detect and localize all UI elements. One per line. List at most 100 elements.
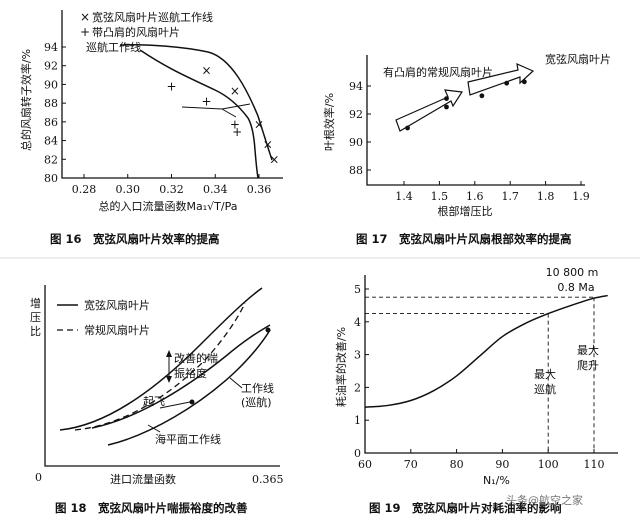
fig19-y-tick-label: 0 <box>354 447 361 460</box>
fig18-working-line-label-1: 工作线 <box>241 381 274 395</box>
fig18-y-axis-label-3: 比 <box>30 325 41 338</box>
fig16-legend-label-shroud: 带凸肩的风扇叶片 <box>92 25 180 39</box>
fig17-y-tick-label: 88 <box>349 164 363 177</box>
fig19-y-tick-label: 3 <box>354 349 361 362</box>
fig19-altitude-label: 10 800 m <box>546 266 599 279</box>
fig19-x-tick-label: 100 <box>538 458 559 471</box>
fig18-sea-level-label: 海平面工作线 <box>155 432 221 446</box>
fig18-y-tick-label: 0 <box>35 471 42 484</box>
fig17-conventional-point <box>405 125 410 131</box>
fig18-sea-level-leader <box>147 424 161 433</box>
fig16-point-x-marker: × <box>254 118 264 132</box>
fig18-x-tick-label: 0.365 <box>252 473 284 486</box>
fig16-y-tick-label: 82 <box>44 153 58 166</box>
fig17-x-axis-label: 根部增压比 <box>438 204 493 218</box>
fig19-x-tick-label: 70 <box>404 458 418 471</box>
fig16-point-plus-marker: + <box>201 94 211 108</box>
fig18-surge-margin-label-1: 改善的喘 <box>174 351 218 365</box>
fig16-legend-label-wide-chord: 宽弦风扇叶片巡航工作线 <box>92 10 213 24</box>
fig17-caption: 图 17 宽弦风扇叶片风扇根部效率的提高 <box>356 232 572 246</box>
fig16-wide-chord-curve <box>119 44 273 161</box>
fig19-x-axis-label: N₁/% <box>483 474 510 487</box>
fig16-y-axis-label: 总的风扇转子效率/% <box>19 49 33 151</box>
fig17-y-tick-label: 94 <box>349 80 363 93</box>
fig19-fuel-curve <box>364 294 608 408</box>
fig16-point-plus-marker: + <box>230 118 240 132</box>
fig18-y-axis-label-2: 压 <box>30 311 41 324</box>
fig16-y-tick-label: 92 <box>44 60 58 73</box>
fig16-y-tick-label: 80 <box>44 172 58 185</box>
fig18-chart: 0 0.365 进口流量函数 增 压 比 宽弦风扇叶片 常规风扇叶片 改善的喘 … <box>30 285 284 486</box>
fig17-wide-chord-point <box>479 93 485 99</box>
fig16-leader-line <box>221 108 237 118</box>
fig16-chart: 0.28 0.30 0.32 0.34 0.36 80 82 84 86 88 90 92 94 总的风… <box>19 10 283 213</box>
fig17-conventional-blade-arrow <box>395 89 464 132</box>
fig16-legend-marker-plus: + <box>80 25 90 39</box>
fig18-arrow-head <box>166 376 172 383</box>
fig18-wide-chord-surge-line <box>59 287 263 431</box>
fig17-x-tick-label: 1.5 <box>431 190 449 203</box>
fig18-sea-level-working-line <box>107 329 271 446</box>
fig17-x-tick-label: 1.9 <box>572 190 590 203</box>
fig18-legend-label-wide-chord: 宽弦风扇叶片 <box>84 298 150 312</box>
fig19-y-tick-label: 4 <box>354 316 361 329</box>
fig16-leader-line <box>221 103 251 110</box>
fig16-y-tick-label: 84 <box>44 135 58 148</box>
fig18-legend-label-conventional: 常规风扇叶片 <box>84 323 150 337</box>
fig18-cruise-working-line <box>91 324 271 429</box>
fig16-y-tick-label: 88 <box>44 97 58 110</box>
fig19-x-tick-label: 110 <box>584 458 605 471</box>
fig19-mach-label: 0.8 Ma <box>557 281 594 294</box>
fig17-conventional-point <box>444 96 449 101</box>
fig18-caption: 图 18 宽弦风扇叶片喘振裕度的改善 <box>55 501 248 515</box>
fig16-x-tick-label: 0.28 <box>72 183 97 196</box>
fig18-takeoff-label: 起飞 <box>143 395 165 408</box>
fig17-y-tick-label: 92 <box>349 108 363 121</box>
fig18-x-axis-label: 进口流量函数 <box>110 472 176 486</box>
fig19-chart: 60 70 80 90 100 110 0 1 2 3 4 5 耗油率的改善/% N₁/% 10 80… <box>334 266 618 487</box>
fig18-surge-margin-label-2: 振裕度 <box>174 366 207 380</box>
fig19-y-tick-label: 2 <box>354 381 361 394</box>
fig17-wide-chord-arrow <box>467 63 535 96</box>
fig16-x-tick-label: 0.30 <box>116 183 141 196</box>
fig19-x-tick-label: 80 <box>450 458 464 471</box>
fig17-x-tick-label: 1.8 <box>537 190 555 203</box>
fig19-y-tick-label: 5 <box>354 283 361 296</box>
fig19-caption: 图 19 宽弦风扇叶片对耗油率的影响 <box>369 501 562 515</box>
fig16-y-tick-label: 86 <box>44 116 58 129</box>
fig19-y-axis-label: 耗油率的改善/% <box>334 327 348 407</box>
fig16-legend-label-cruise: 巡航工作线 <box>86 40 141 54</box>
fig17-conventional-blade-label: 有凸肩的常规风扇叶片 <box>383 65 493 79</box>
fig17-y-axis-label: 叶根效率/% <box>322 93 336 151</box>
fig16-point-x-marker: × <box>201 63 211 77</box>
fig19-max-climb-label-1: 最大 <box>577 343 599 357</box>
fig16-x-axis-label: 总的入口流量函数Ma₁√T/Pa <box>99 199 238 213</box>
fig19-max-cruise-label-2: 巡航 <box>534 382 556 396</box>
fig16-x-tick-label: 0.36 <box>247 183 272 196</box>
fig17-wide-chord-point <box>521 79 527 85</box>
fig18-axes <box>44 285 280 467</box>
fig18-working-line-label-2: (巡航) <box>241 395 272 409</box>
fig18-arrow-head <box>166 350 172 357</box>
fig19-max-cruise-label-1: 最大 <box>534 367 556 381</box>
fig16-point-x-marker: × <box>230 84 240 98</box>
fig16-y-tick-label: 90 <box>44 78 58 91</box>
fig18-conventional-surge-line <box>74 302 246 431</box>
fig18-cruise-point <box>265 327 271 333</box>
fig17-axes <box>366 55 585 186</box>
fig19-max-climb-label-2: 爬升 <box>577 359 599 372</box>
fig18-y-axis-label-1: 增 <box>30 296 41 310</box>
fig19-x-tick-label: 60 <box>358 458 372 471</box>
fig16-point-x-marker: × <box>269 152 279 166</box>
fig18-takeoff-leader <box>159 401 191 409</box>
fig16-leader-line <box>181 106 223 110</box>
fig19-y-tick-label: 1 <box>354 414 361 427</box>
fig17-x-tick-label: 1.6 <box>466 190 484 203</box>
fig18-working-line-leader <box>229 377 243 389</box>
fig16-point-plus-marker: + <box>232 125 242 139</box>
fig16-shroud-curve <box>139 49 259 179</box>
fig16-point-plus-marker: + <box>166 79 176 93</box>
fig17-conventional-point <box>444 104 449 110</box>
